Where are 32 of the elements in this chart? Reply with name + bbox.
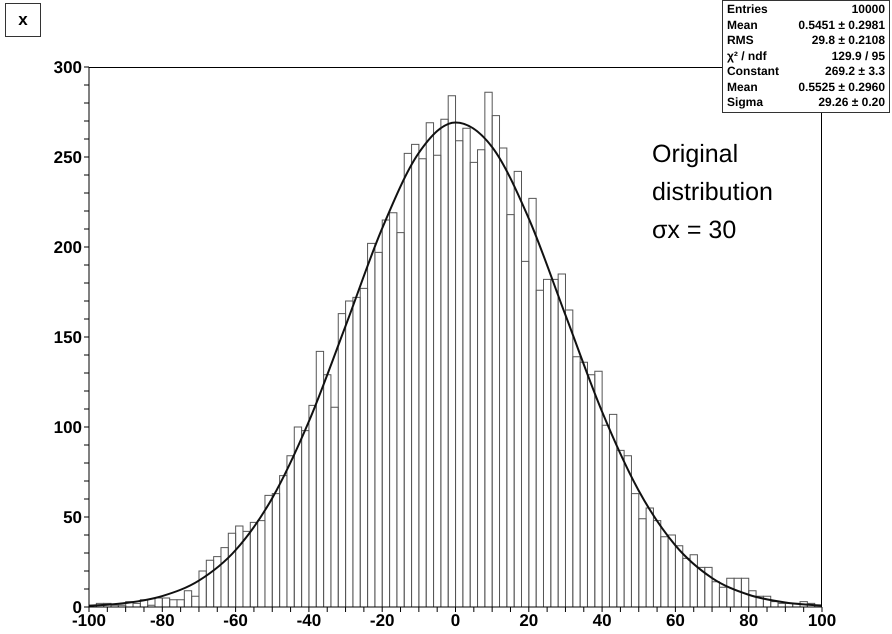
text: 10000 (852, 2, 885, 18)
x-tick-label: -40 (296, 611, 322, 630)
x-tick-label: 60 (666, 611, 685, 630)
text: 0.5451 ± 0.2981 (798, 18, 885, 33)
chart-title: x (5, 3, 41, 37)
x-tick-label: -80 (150, 611, 175, 630)
y-tick-label: 300 (54, 58, 82, 78)
annotation: Original distribution σx = 30 (652, 139, 774, 246)
x-tick-label: 40 (592, 611, 612, 630)
x-tick-label: 80 (739, 611, 758, 630)
y-tick-label: 250 (54, 148, 82, 168)
annotation: Sigma (727, 95, 764, 110)
text: 129.9 / 95 (832, 48, 885, 64)
x-tick-label: -60 (223, 611, 248, 630)
text: RMS (727, 33, 754, 48)
y-tick-label: 150 (54, 328, 82, 348)
text: Mean (727, 18, 758, 33)
y-tick-label: 200 (54, 238, 82, 258)
annotation: Mean (727, 80, 758, 95)
y-tick-label: 50 (63, 508, 82, 528)
x-tick-label: 0 (450, 611, 460, 630)
x-tick-label: 100 (808, 611, 836, 630)
x-tick-label: -20 (370, 611, 394, 630)
text: 269.2 ± 3.3 (825, 64, 885, 80)
y-tick-label: 100 (54, 418, 82, 438)
annotation: 0.5525 ± 0.2960 (798, 80, 885, 95)
annotation: Constant (727, 64, 779, 80)
x-tick-label: 20 (519, 611, 538, 630)
text: 29.8 ± 0.2108 (812, 33, 885, 48)
text: χ² / ndf (727, 48, 767, 64)
annotation: 29.26 ± 0.20 (818, 95, 885, 110)
text: Entries (727, 2, 768, 18)
